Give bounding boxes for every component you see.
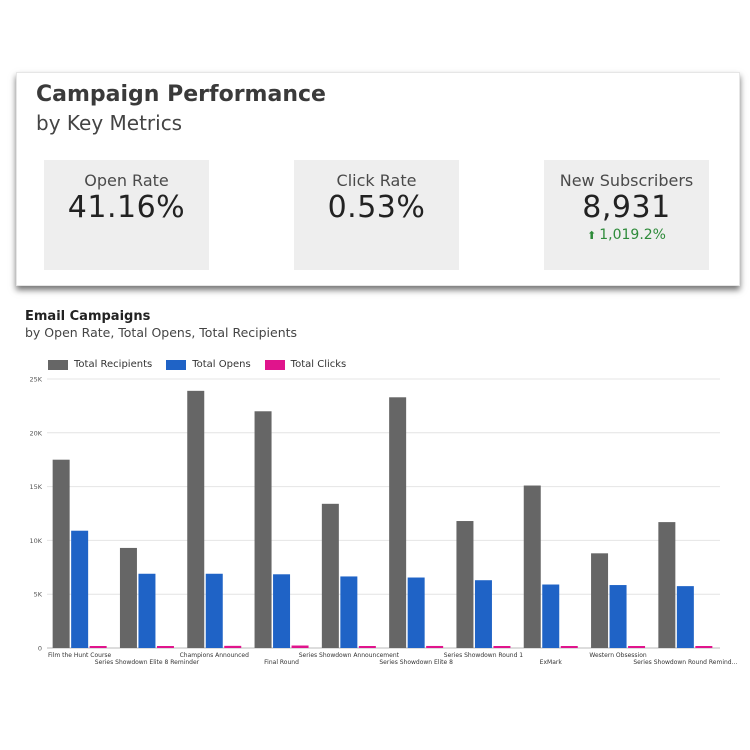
y-tick-label: 25K [29,376,42,384]
x-tick-label: Final Round [264,659,299,666]
bar-total-opens [138,573,156,648]
legend-item-total-recipients[interactable]: Total Recipients [48,359,152,370]
card-title: Campaign Performance [36,82,326,107]
x-tick-label: Series Showdown Elite 8 [379,659,453,666]
x-tick-label: Western Obsession [589,652,646,659]
bar-total-recipients [456,521,474,648]
bar-total-clicks [695,646,713,648]
bar-total-clicks [493,646,511,648]
x-tick-label: Series Showdown Round Remind... [633,659,737,666]
bar-total-clicks [426,645,444,648]
bar-total-clicks [628,646,646,648]
legend-item-total-opens[interactable]: Total Opens [166,359,251,370]
legend-label: Total Recipients [74,359,153,370]
bar-total-clicks [358,646,376,648]
kpi-delta: ⬆ 1,019.2% [544,227,709,243]
kpi-label: Click Rate [336,171,417,190]
campaign-performance-card: Campaign Performance by Key Metrics Open… [16,72,740,286]
bar-total-recipients [523,485,541,648]
bar-total-opens [205,573,223,648]
legend-item-total-clicks[interactable]: Total Clicks [264,359,347,370]
chart-legend[interactable]: Total Recipients Total Opens Total Click… [48,359,360,370]
legend-swatch-total-clicks [264,359,285,370]
bar-total-recipients [591,553,609,648]
y-tick-label: 15K [29,483,42,491]
kpi-value: 8,931 [582,190,671,225]
x-tick-label: Series Showdown Round 1 [444,652,524,659]
bar-total-clicks [291,645,309,648]
legend-swatch-total-opens [166,359,187,370]
y-tick-label: 20K [29,429,42,437]
x-tick-label: Series Showdown Announcement [299,652,400,659]
kpi-click-rate: Click Rate 0.53% [294,160,459,270]
bar-total-recipients [658,522,676,648]
bar-total-clicks [89,646,107,648]
bar-total-clicks [224,645,242,648]
kpi-label: Open Rate [84,171,169,190]
bar-total-opens [273,574,291,648]
arrow-up-icon: ⬆ [587,229,597,242]
bar-total-opens [676,586,694,648]
bar-total-opens [609,585,627,648]
bar-total-recipients [321,503,339,648]
bar-total-opens [407,577,425,648]
y-tick-label: 0 [38,645,42,653]
card-subtitle: by Key Metrics [36,111,183,135]
x-tick-label: Series Showdown Elite 8 Reminder [95,659,200,666]
kpi-open-rate: Open Rate 41.16% [44,160,209,270]
bar-total-opens [71,530,89,648]
legend-label: Total Opens [192,359,251,370]
bar-total-clicks [156,646,174,648]
bar-total-recipients [52,459,70,648]
x-tick-label: ExMark [540,659,563,666]
bar-total-opens [474,580,492,648]
bar-total-recipients [119,547,137,648]
kpi-label: New Subscribers [559,171,694,190]
kpi-new-subscribers: New Subscribers 8,931 ⬆ 1,019.2% [544,160,709,270]
y-tick-label: 10K [29,537,42,545]
chart-subtitle: by Open Rate, Total Opens, Total Recipie… [25,325,298,340]
legend-label: Total Clicks [290,359,347,370]
y-tick-label: 5K [34,591,43,599]
bar-total-recipients [254,411,272,648]
x-tick-label: Champions Announced [180,652,249,659]
kpi-value: 0.53% [327,190,426,225]
bar-total-opens [340,576,358,648]
legend-swatch-total-recipients [48,359,68,370]
kpi-delta-value: 1,019.2% [599,227,666,243]
bar-total-recipients [187,390,205,648]
x-tick-label: Film the Hunt Course [48,652,111,659]
chart-title: Email Campaigns [25,309,151,324]
bar-total-recipients [389,397,407,648]
kpi-value: 41.16% [67,190,186,225]
bar-total-clicks [560,646,578,648]
bar-total-opens [542,584,560,648]
